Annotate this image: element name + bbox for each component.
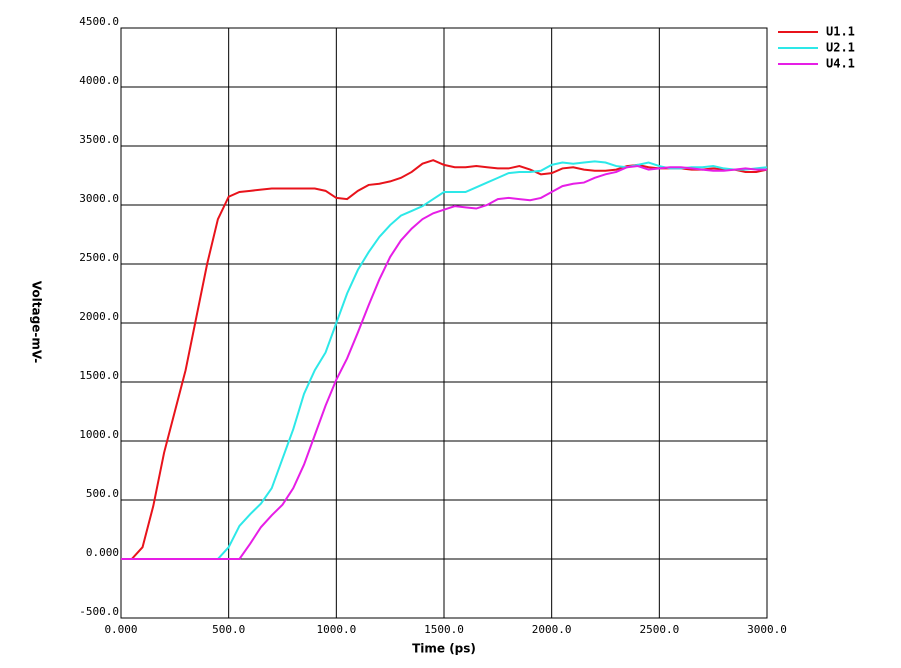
x-tick-label: 3000.0 [747, 623, 787, 636]
x-axis-title: Time (ps) [412, 642, 476, 656]
y-tick-label: 3000.0 [79, 192, 119, 205]
x-tick-label: 1500.0 [424, 623, 464, 636]
y-tick-label: 2500.0 [79, 251, 119, 264]
y-tick-label: -500.0 [79, 605, 119, 618]
legend-label: U4.1 [826, 57, 855, 71]
y-tick-label: 1500.0 [79, 369, 119, 382]
legend-label: U2.1 [826, 41, 855, 55]
x-tick-label: 500.0 [212, 623, 245, 636]
y-tick-label: 3500.0 [79, 133, 119, 146]
y-tick-label: 1000.0 [79, 428, 119, 441]
y-tick-label: 4000.0 [79, 74, 119, 87]
y-tick-label: 2000.0 [79, 310, 119, 323]
x-tick-label: 1000.0 [316, 623, 356, 636]
y-tick-label: 500.0 [86, 487, 119, 500]
y-axis-title: Voltage-mV- [30, 281, 44, 363]
x-tick-label: 2000.0 [532, 623, 572, 636]
series-line [121, 160, 768, 560]
y-tick-label: 4500.0 [79, 15, 119, 28]
x-tick-label: 0.000 [104, 623, 137, 636]
y-tick-label: 0.000 [86, 546, 119, 559]
x-tick-label: 2500.0 [639, 623, 679, 636]
legend-label: U1.1 [826, 25, 855, 39]
series-line [121, 165, 767, 560]
